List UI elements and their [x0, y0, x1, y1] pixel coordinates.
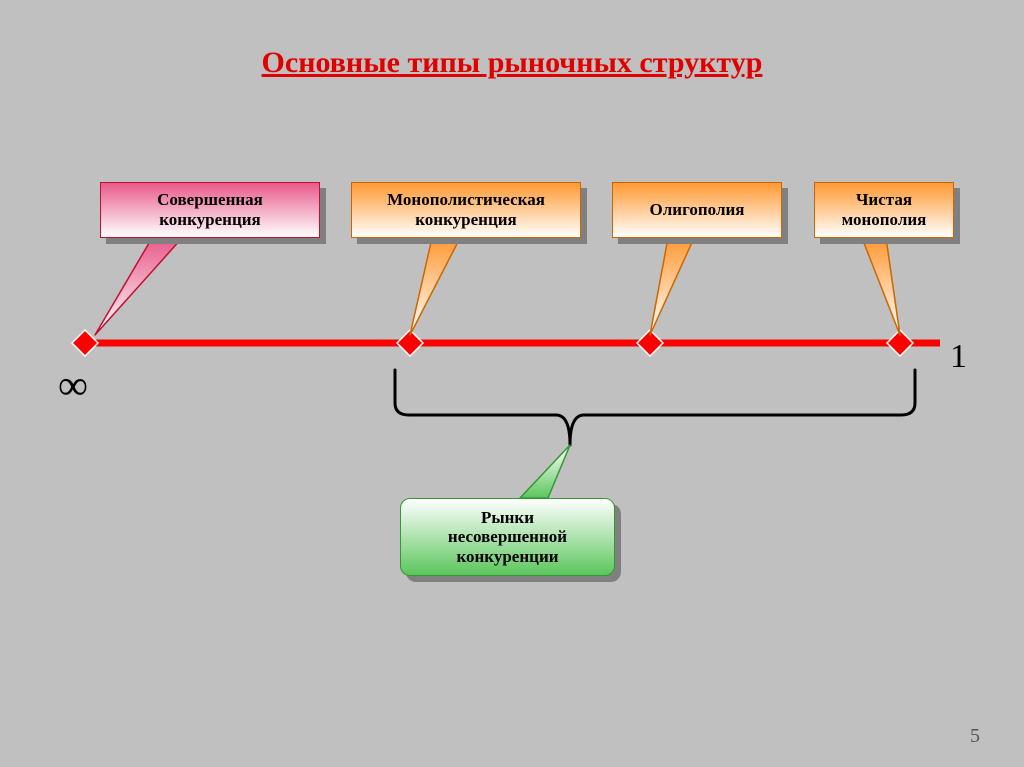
- market-type-pure-monopoly: Чистая монополия: [814, 182, 954, 238]
- diagram-stage: { "page": { "width": 1024, "height": 767…: [0, 0, 1024, 767]
- market-type-monopolistic-competition: Монополистическая конкуренция: [351, 182, 581, 238]
- market-type-oligopoly: Олигополия: [612, 182, 782, 238]
- market-type-perfect-competition: Совершенная конкуренция: [100, 182, 320, 238]
- page-number: 5: [970, 725, 980, 748]
- axis-left-infinity: ∞: [58, 362, 88, 410]
- diagram-svg: [0, 0, 1024, 767]
- market-group-imperfect-competition: Рынки несовершенной конкуренции: [400, 498, 615, 576]
- page-title: Основные типы рыночных структур: [0, 46, 1024, 80]
- axis-right-one: 1: [950, 338, 967, 376]
